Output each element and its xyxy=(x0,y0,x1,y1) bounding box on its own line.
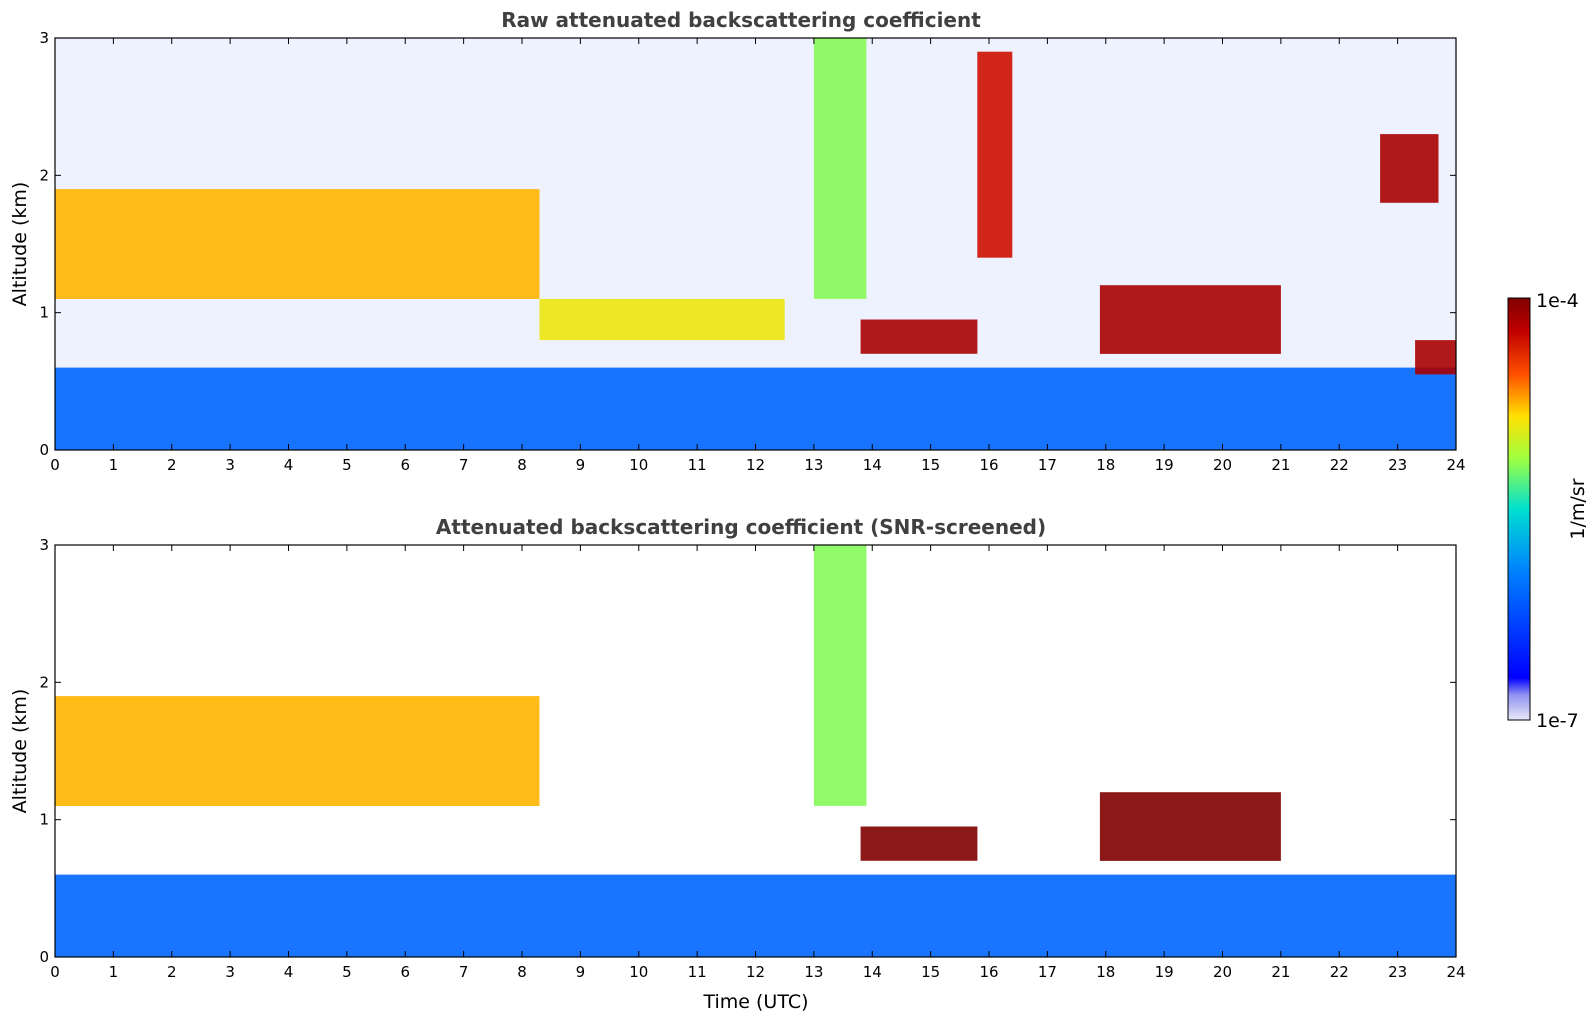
x-tick-label: 20 xyxy=(1213,456,1232,474)
x-tick-label: 10 xyxy=(629,456,648,474)
x-tick-label: 12 xyxy=(746,456,765,474)
heatmap-feature xyxy=(813,38,867,299)
y-tick-label: 2 xyxy=(39,166,49,184)
x-tick-label: 1 xyxy=(109,963,119,981)
x-tick-label: 7 xyxy=(459,963,469,981)
x-tick-label: 15 xyxy=(921,456,940,474)
x-tick-label: 13 xyxy=(804,456,823,474)
x-tick-label: 24 xyxy=(1446,963,1465,981)
x-tick-label: 21 xyxy=(1271,456,1290,474)
heatmap-feature xyxy=(55,189,540,299)
heatmap-feature xyxy=(1415,340,1456,375)
x-tick-label: 11 xyxy=(688,456,707,474)
y-tick-label: 0 xyxy=(39,441,49,459)
x-tick-label: 23 xyxy=(1388,963,1407,981)
x-tick-label: 18 xyxy=(1096,456,1115,474)
y-tick-label: 3 xyxy=(39,536,49,554)
x-axis-ticks: 0 1 2 3 4 5 6 7 8 9 10 11 12 13 14 15 16 17 18 19 20 21 22 23 24 xyxy=(50,545,1466,981)
x-tick-label: 5 xyxy=(342,963,352,981)
x-tick-label: 17 xyxy=(1038,963,1057,981)
heatmap-feature xyxy=(55,874,1456,957)
y-axis-label: Altitude (km) xyxy=(9,689,31,814)
panel-title: Attenuated backscattering coefficient (S… xyxy=(436,515,1046,539)
heatmap-field xyxy=(55,38,1456,450)
colorbar-max-label: 1e-4 xyxy=(1536,290,1579,312)
panel-raw: Raw attenuated backscattering coefficien… xyxy=(9,8,1466,474)
x-tick-label: 4 xyxy=(284,963,294,981)
x-tick-label: 20 xyxy=(1213,963,1232,981)
x-tick-label: 19 xyxy=(1155,963,1174,981)
y-tick-label: 1 xyxy=(39,811,49,829)
heatmap-feature xyxy=(813,545,867,806)
x-tick-label: 4 xyxy=(284,456,294,474)
x-tick-label: 12 xyxy=(746,963,765,981)
heatmap-feature xyxy=(1380,134,1439,203)
x-tick-label: 18 xyxy=(1096,963,1115,981)
x-axis-ticks: 0 1 2 3 4 5 6 7 8 9 10 11 12 13 14 15 16 17 18 19 20 21 22 23 24 xyxy=(50,38,1466,474)
panel-title: Raw attenuated backscattering coefficien… xyxy=(501,8,981,32)
x-tick-label: 11 xyxy=(688,963,707,981)
x-tick-label: 6 xyxy=(400,456,410,474)
heatmap-feature xyxy=(55,696,540,806)
y-axis-label: Altitude (km) xyxy=(9,182,31,307)
x-tick-label: 22 xyxy=(1330,963,1349,981)
y-axis-ticks: 0 1 2 3 xyxy=(39,29,1456,459)
x-tick-label: 6 xyxy=(400,963,410,981)
x-tick-label: 16 xyxy=(979,456,998,474)
x-tick-label: 13 xyxy=(804,963,823,981)
colorbar: 1e-4 1e-7 1/m/sr xyxy=(1507,290,1589,732)
x-tick-label: 22 xyxy=(1330,456,1349,474)
colorbar-min-label: 1e-7 xyxy=(1536,710,1579,732)
heatmap-feature xyxy=(1099,285,1281,354)
x-tick-label: 2 xyxy=(167,456,177,474)
x-tick-label: 0 xyxy=(50,456,60,474)
x-tick-label: 1 xyxy=(109,456,119,474)
y-tick-label: 2 xyxy=(39,673,49,691)
x-axis-label: Time (UTC) xyxy=(702,991,808,1013)
colorbar-gradient xyxy=(1507,297,1531,721)
x-tick-label: 8 xyxy=(517,963,527,981)
heatmap-feature xyxy=(539,298,785,341)
x-tick-label: 2 xyxy=(167,963,177,981)
heatmap-feature xyxy=(55,367,1456,450)
heatmap-feature xyxy=(977,51,1013,258)
x-tick-label: 0 xyxy=(50,963,60,981)
x-tick-label: 15 xyxy=(921,963,940,981)
x-tick-label: 3 xyxy=(225,963,235,981)
y-tick-label: 0 xyxy=(39,948,49,966)
x-tick-label: 10 xyxy=(629,963,648,981)
y-tick-label: 1 xyxy=(39,304,49,322)
x-tick-label: 21 xyxy=(1271,963,1290,981)
x-tick-label: 8 xyxy=(517,456,527,474)
x-tick-label: 9 xyxy=(576,963,586,981)
x-tick-label: 24 xyxy=(1446,456,1465,474)
heatmap-feature xyxy=(860,826,978,861)
x-tick-label: 14 xyxy=(863,963,882,981)
y-axis-ticks: 0 1 2 3 xyxy=(39,536,1456,966)
panel-snr-screened: Attenuated backscattering coefficient (S… xyxy=(9,515,1466,1013)
heatmap-feature xyxy=(860,319,978,354)
x-tick-label: 7 xyxy=(459,456,469,474)
heatmap-feature xyxy=(1099,792,1281,861)
x-tick-label: 16 xyxy=(979,963,998,981)
colorbar-label: 1/m/sr xyxy=(1567,478,1589,539)
x-tick-label: 9 xyxy=(576,456,586,474)
heatmap-field xyxy=(55,545,1456,957)
x-tick-label: 23 xyxy=(1388,456,1407,474)
x-tick-label: 14 xyxy=(863,456,882,474)
x-tick-label: 19 xyxy=(1155,456,1174,474)
x-tick-label: 17 xyxy=(1038,456,1057,474)
x-tick-label: 5 xyxy=(342,456,352,474)
x-tick-label: 3 xyxy=(225,456,235,474)
y-tick-label: 3 xyxy=(39,29,49,47)
